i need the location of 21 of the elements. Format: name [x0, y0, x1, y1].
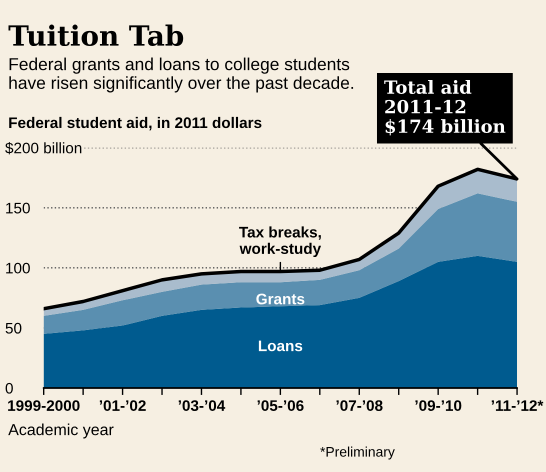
- series-label: Grants: [256, 294, 304, 304]
- x-tick-label: ’07-’08: [336, 400, 383, 412]
- y-tick-label: $200 billion: [5, 142, 82, 154]
- y-tick-label: 100: [6, 262, 30, 274]
- x-tick-label: ’03-’04: [178, 400, 226, 412]
- x-axis-title: Academic year: [8, 424, 114, 438]
- x-tick-label: ’05-’06: [258, 400, 304, 412]
- chart-title: Tuition Tab: [8, 24, 184, 46]
- y-tick-label: 50: [6, 322, 22, 334]
- text: *Preliminary: [320, 446, 395, 460]
- x-tick-label: 1999-2000: [8, 400, 80, 412]
- series-label: Tax breaks, work-study: [239, 226, 322, 258]
- y-tick-label: 0: [6, 382, 13, 394]
- y-tick-label: 150: [6, 202, 30, 214]
- series-label: Loans: [258, 340, 302, 352]
- chart-subtitle: Federal grants and loans to college students have risen significantly over the past decade.: [9, 58, 354, 92]
- y-axis-title: Federal student aid, in 2011 dollars: [9, 116, 262, 130]
- annotation: Total aid 2011-12 $174 billion: [384, 80, 506, 136]
- x-tick-label: ’11-’12*: [492, 400, 544, 411]
- x-tick-label: ’01-’02: [100, 400, 146, 412]
- x-tick-label: ’09-’10: [415, 400, 462, 412]
